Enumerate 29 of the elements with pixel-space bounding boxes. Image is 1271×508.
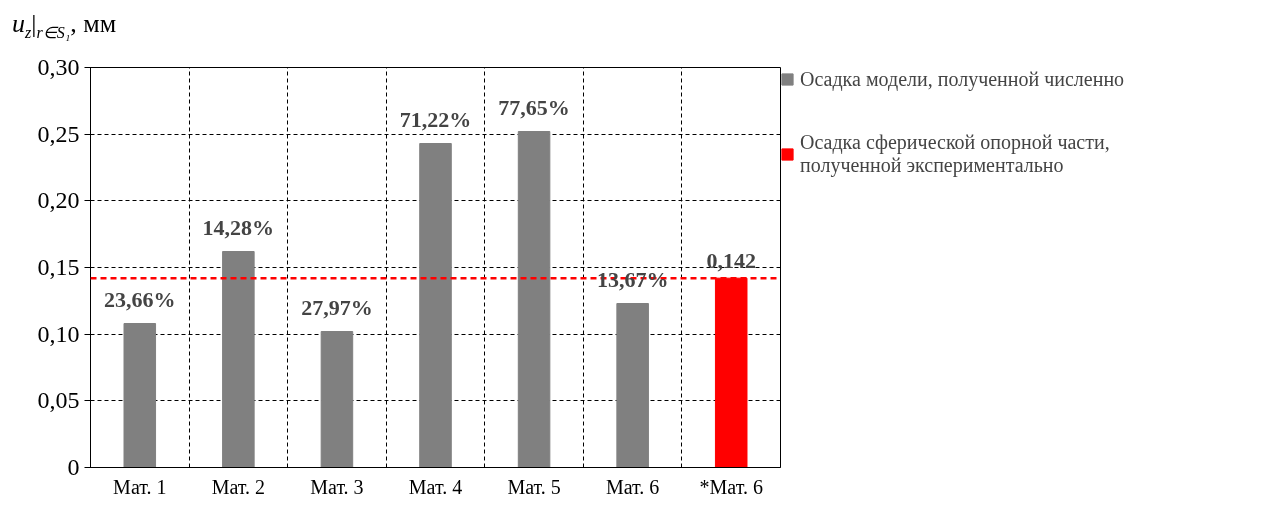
x-tick-label: Мат. 6 [605,475,660,498]
y-tick-label: 0,30 [37,54,80,80]
x-tick-label: Мат. 4 [408,475,463,498]
annotation: 23,66% [104,286,176,312]
x-tick-label: Мат. 2 [211,475,266,498]
data-label: 0,142 [706,248,756,274]
y-tick-label: 0,10 [37,320,80,347]
bar [616,303,649,468]
x-tick-label: Мат. 5 [507,475,561,498]
bar [419,143,452,468]
y-tick-label: 0,05 [37,387,80,414]
bar [222,251,255,468]
legend-label: Осадка модели, полученной численно [800,67,1125,91]
annotation: 71,22% [399,106,472,132]
y-axis-title: u$_{z}$|$_{r∈S₁}$, мм [12,9,117,42]
annotation: 77,65% [498,94,570,120]
y-tick-label: 0,25 [37,120,80,147]
x-tick-label: *Мат. 6 [699,475,763,498]
bar [320,331,354,468]
legend-label: Осадка сферической опорной части, полученной экспериментально [800,131,1110,177]
annotation: 27,97% [301,294,373,320]
x-tick-label: Мат. 1 [113,475,167,498]
y-tick-label: 0 [67,454,80,480]
y-tick-label: 0,15 [37,254,80,280]
bar [123,323,157,468]
bar [517,131,551,468]
annotation: 14,28% [202,214,275,240]
y-tick-label: 0,20 [37,187,80,214]
x-tick-label: Мат. 3 [310,475,364,498]
